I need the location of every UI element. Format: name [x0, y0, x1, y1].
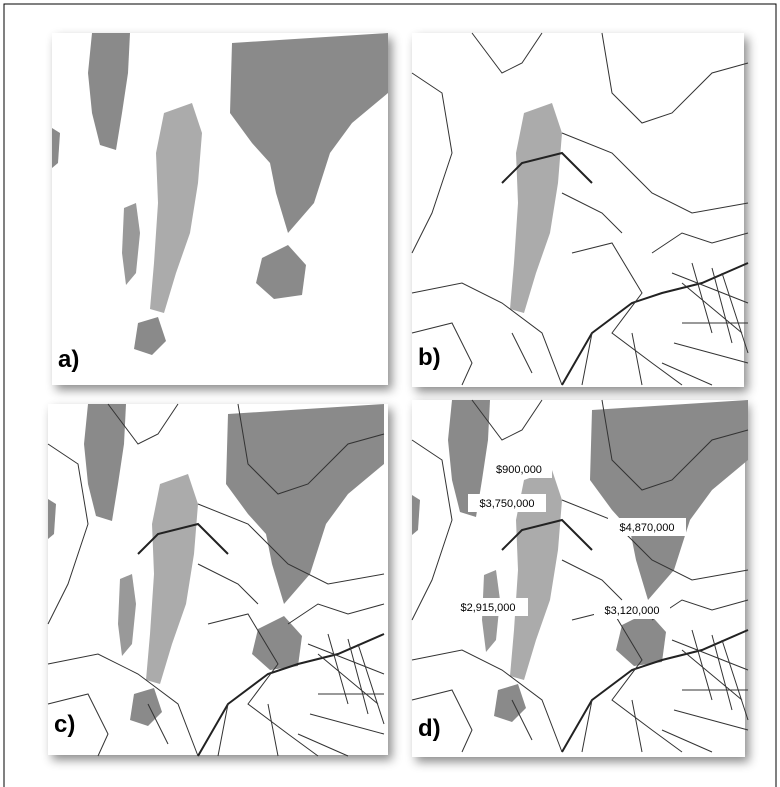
price-label: $3,750,000: [479, 498, 534, 510]
price-label: $2,915,000: [460, 602, 515, 614]
panel-label: a): [58, 346, 79, 373]
figure-canvas: a) b) c) $900,000 $3,750,000 $4,870,000 …: [0, 0, 780, 787]
map-panel-c: c): [48, 404, 388, 756]
figure: a) b) c) $900,000 $3,750,000 $4,870,000 …: [0, 0, 780, 787]
panel-label: c): [54, 711, 75, 738]
price-label: $900,000: [496, 464, 542, 476]
map-panel-a: a): [52, 33, 388, 385]
panel-background: [412, 33, 744, 387]
panel-label: d): [418, 715, 441, 742]
map-panel-b: b): [412, 33, 748, 387]
map-panel-d: $900,000 $3,750,000 $4,870,000 $2,915,00…: [412, 400, 748, 757]
price-label: $4,870,000: [619, 522, 674, 534]
price-label: $3,120,000: [604, 605, 659, 617]
panel-label: b): [418, 344, 441, 371]
